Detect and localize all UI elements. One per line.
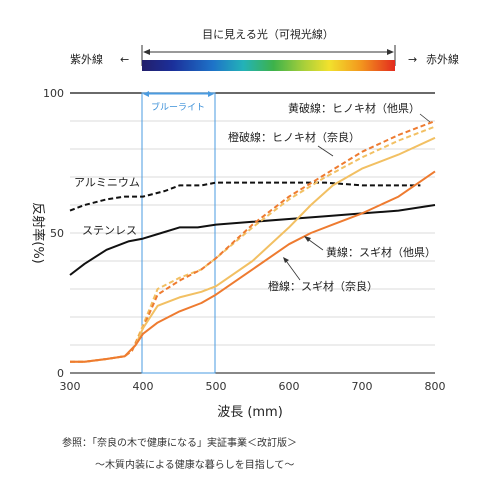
series-line-5 (70, 170, 436, 363)
series-label-orange-hinoki: 橙破線：ヒノキ材（奈良） (228, 130, 360, 144)
blue-light-arrow-right-head (208, 91, 214, 97)
ir-label: 赤外線 (426, 52, 459, 66)
leader-orange-hinoki (317, 145, 334, 157)
blue-light-label: ブルーライト (151, 101, 205, 113)
blue-light-band (141, 92, 216, 374)
series-line-1 (69, 204, 436, 276)
series-label-yellow-sugi: 黄線：スギ材（他県） (326, 245, 436, 259)
spectrum-bar (142, 60, 395, 71)
x-axis-title: 波長 (mm) (217, 405, 283, 420)
x-tick-label: 500 (206, 380, 227, 393)
y-tick-label: 50 (50, 227, 64, 240)
y-tick-label: 0 (57, 367, 64, 380)
series-line-2 (70, 125, 436, 363)
blue-light-arrow-left-head (143, 91, 149, 97)
x-tick-label: 800 (425, 380, 446, 393)
x-tick-label: 300 (60, 380, 81, 393)
series-label-orange-sugi: 橙線：スギ材（奈良） (268, 279, 378, 293)
source-line-1: 参照：「奈良の木で健康になる」実証事業＜改訂版＞ (62, 436, 297, 449)
y-tick-label: 100 (43, 87, 64, 100)
series-line-3 (70, 120, 436, 363)
leader-yellow-hinoki (419, 113, 431, 123)
ir-arrow: → (408, 53, 417, 66)
leader-yellow-sugi-head (304, 236, 311, 242)
leader-orange-sugi-head (283, 257, 289, 263)
x-tick-label: 400 (133, 380, 154, 393)
visible-band-label: 目に見える光（可視光線） (202, 27, 334, 41)
x-tick-label: 600 (279, 380, 300, 393)
visible-band-arrow-right-head (387, 49, 394, 55)
series-label-yellow-hinoki: 黄破線：ヒノキ材（他県） (288, 101, 420, 115)
ticks: 300 400 500 600 700 800 0 50 100 (43, 87, 446, 393)
series-layer (69, 120, 436, 363)
y-axis-title: 反射率(%) (30, 202, 46, 264)
series-label-stainless: ステンレス (82, 224, 137, 237)
uv-arrow: ← (120, 53, 129, 66)
gridlines (70, 120, 435, 346)
series-label-aluminium: アルミニウム (74, 176, 140, 189)
x-tick-label: 700 (352, 380, 373, 393)
source-line-2: 〜木質内装による健康な暮らしを目指して〜 (95, 458, 294, 471)
uv-label: 紫外線 (70, 52, 103, 66)
visible-band-arrow-left-head (143, 49, 150, 55)
